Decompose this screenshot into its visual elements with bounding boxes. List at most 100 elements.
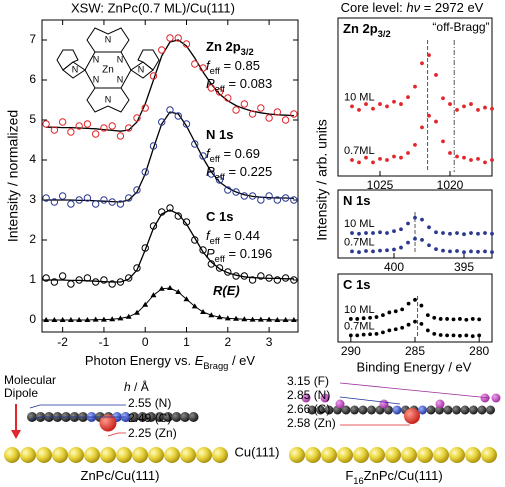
x-tick-label: 1020 [437, 178, 464, 192]
data-point [174, 212, 182, 220]
data-point [191, 303, 198, 309]
series-label: 10 ML [344, 304, 375, 316]
data-point [125, 274, 133, 282]
height-label: 2.49 (C) [128, 411, 171, 425]
cu-atom [433, 447, 449, 463]
data-point [232, 272, 240, 280]
data-point [476, 108, 480, 112]
height-header-part: / Å [131, 379, 149, 394]
data-point [419, 322, 424, 326]
series-note-part: = 0.196 [225, 246, 272, 261]
cu-atom [52, 447, 68, 463]
data-point [224, 94, 232, 102]
right-title-part: hν [406, 0, 420, 15]
height-label: 2.85 (N) [287, 388, 330, 402]
series-note-part: f [206, 146, 211, 161]
data-point [381, 330, 385, 335]
data-point [50, 126, 59, 134]
data-point [182, 40, 191, 48]
data-point [249, 316, 256, 322]
cu-atom [289, 447, 305, 463]
data-point [413, 297, 417, 302]
x-axis-label-part: E [195, 353, 204, 368]
panel-label-part: C 1s [343, 277, 370, 292]
data-point [441, 96, 445, 101]
x-tick-label: 400 [384, 260, 404, 274]
series-label-part: 3/2 [241, 47, 254, 57]
x-tick-label: 290 [341, 344, 361, 358]
data-point [67, 317, 74, 322]
y-tick-label: 4 [29, 152, 36, 166]
dipole-label: Dipole [4, 386, 38, 400]
data-point [43, 317, 50, 322]
atom-label: N [105, 34, 112, 44]
dipole-arrowhead [11, 430, 21, 439]
data-point [67, 200, 75, 208]
data-point [91, 200, 100, 208]
data-point [368, 315, 372, 320]
panel-label: C 1s [343, 277, 370, 292]
data-point [348, 317, 353, 321]
series-note-part: P [206, 164, 215, 179]
data-point [83, 194, 92, 202]
data-point [413, 84, 417, 89]
data-point [399, 227, 403, 232]
panel-frame [337, 17, 493, 177]
data-point [361, 316, 366, 321]
height-label: 2.58 (Zn) [287, 416, 336, 430]
data-point [191, 236, 199, 244]
data-point [427, 113, 431, 118]
height-label: 2.66 (C) [287, 402, 330, 416]
data-point [455, 154, 459, 159]
data-point [248, 192, 257, 200]
diagram-title-part: ZnPc/Cu(111) [364, 468, 443, 483]
data-point [393, 327, 398, 332]
molecule-sketch [56, 27, 160, 113]
substrate-label: Cu(111) [234, 444, 279, 459]
data-point [265, 114, 273, 122]
data-point [427, 53, 431, 58]
cu-atom [305, 447, 321, 463]
series-label: 0.7ML [344, 145, 375, 157]
data-point [406, 322, 411, 327]
x-tick-label: 285 [405, 344, 425, 358]
data-point [108, 198, 116, 206]
molecule-atom [188, 412, 199, 422]
data-point [399, 245, 403, 250]
data-point [199, 152, 207, 160]
panel-label: N 1s [343, 193, 370, 208]
data-point [476, 231, 480, 236]
data-point [174, 34, 182, 42]
data-point [84, 317, 91, 322]
x-axis-label-part: / eV [228, 353, 255, 368]
diagram-title-part: ZnPc/Cu(111) [81, 468, 160, 483]
right-title-part: Core level: [341, 0, 407, 15]
data-point [476, 249, 480, 254]
data-point [149, 142, 158, 150]
x-tick-label: 280 [469, 344, 489, 358]
data-point [83, 120, 92, 128]
y-tick-label: 2 [29, 232, 36, 246]
data-point [50, 278, 59, 286]
cu-atom [385, 447, 401, 463]
cu-atom [321, 447, 337, 463]
data-point [199, 64, 207, 72]
cu-atom [164, 447, 180, 463]
data-point [425, 328, 430, 333]
cu-atom [337, 447, 353, 463]
molecule-atom [316, 405, 325, 415]
data-point [248, 110, 257, 118]
data-point [385, 248, 389, 253]
molecule-atom [452, 405, 461, 415]
data-point [273, 276, 282, 284]
series-label: Zn 2p3/2 [206, 39, 254, 57]
data-point [117, 315, 124, 321]
data-point [76, 317, 83, 322]
data-point [381, 313, 385, 318]
data-point [133, 264, 141, 272]
data-point [133, 114, 141, 122]
data-point [434, 119, 438, 124]
left-title: XSW: ZnPc(0.7 ML)/Cu(111) [71, 0, 235, 15]
x-axis-label: Binding Energy / eV [357, 359, 472, 374]
data-point [364, 231, 368, 235]
